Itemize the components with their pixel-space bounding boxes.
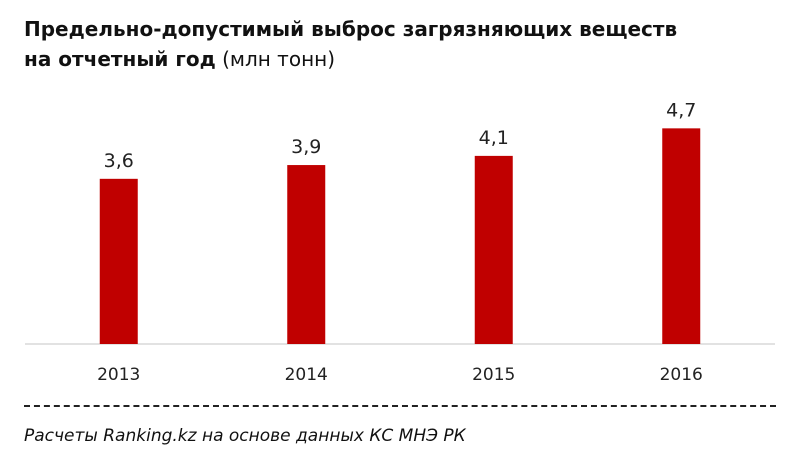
data-label-2014: 3,9: [291, 136, 321, 158]
x-tick-2016: 2016: [660, 365, 703, 385]
title-line-1: Предельно-допустимый выброс загрязняющих…: [24, 17, 678, 41]
data-label-2016: 4,7: [666, 99, 696, 121]
divider-line: [24, 405, 776, 407]
title-unit: (млн тонн): [222, 47, 336, 71]
x-tick-2014: 2014: [285, 365, 328, 385]
x-tick-2013: 2013: [97, 365, 140, 385]
x-tick-2015: 2015: [472, 365, 515, 385]
bar-2015: [474, 155, 513, 344]
data-label-2013: 3,6: [104, 150, 134, 172]
bar-2014: [287, 165, 326, 344]
title-line-2: на отчетный год: [24, 47, 216, 71]
chart-title: Предельно-допустимый выброс загрязняющих…: [24, 14, 784, 74]
source-note: Расчеты Ranking.kz на основе данных КС М…: [24, 426, 466, 446]
bar-chart: 3,6 2013 3,9 2014 4,1 2015 4,7 2016: [25, 99, 775, 385]
bar-2013: [99, 178, 138, 344]
bar-2016: [662, 128, 701, 344]
data-label-2015: 4,1: [479, 127, 509, 149]
